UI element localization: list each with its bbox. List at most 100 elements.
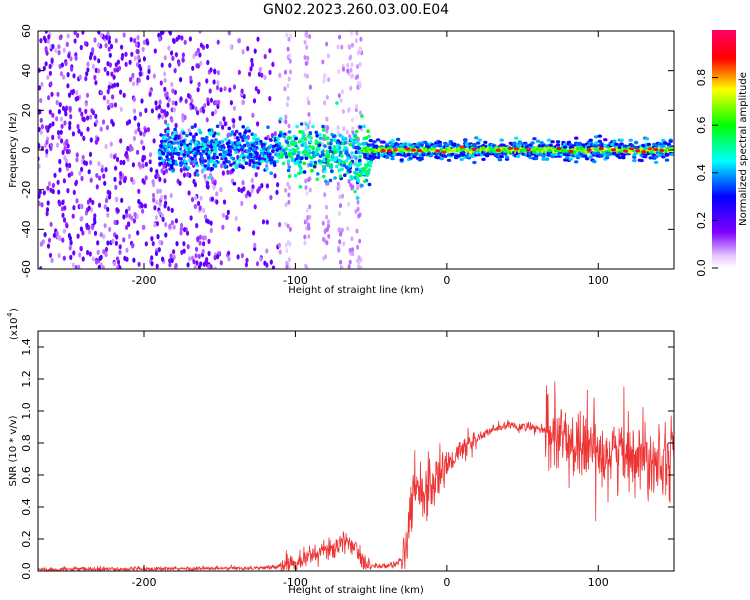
heatmap-cell-556 — [81, 31, 85, 35]
heatmap-cell-956 — [209, 67, 213, 73]
heatmap-cell-2543 — [474, 145, 479, 149]
heatmap-cell-709 — [58, 35, 62, 41]
heatmap-cell-867 — [44, 61, 48, 67]
heatmap-cell-2673 — [514, 136, 519, 140]
heatmap-cell-856 — [216, 103, 220, 110]
heatmap-cell-2453 — [446, 146, 452, 150]
heatmap-cell-1472 — [338, 133, 343, 138]
heatmap-cell-494 — [271, 61, 275, 67]
heatmap-cell-98 — [62, 178, 66, 184]
heatmap-cell-872 — [273, 131, 277, 137]
heatmap-cell-1680 — [179, 163, 183, 168]
heatmap-cell-384 — [125, 120, 130, 126]
heatmap-cell-105 — [42, 190, 46, 196]
heatmap-cell-279 — [193, 122, 197, 129]
heatmap-cell-463 — [257, 186, 261, 192]
heatmap-cell-1524 — [176, 152, 181, 157]
heatmap-cell-2154 — [253, 147, 257, 152]
heatmap-cell-815 — [138, 111, 143, 117]
heatmap-cell-2084 — [228, 149, 233, 154]
heatmap-cell-1224 — [347, 264, 351, 269]
heatmap-cell-765 — [229, 44, 233, 51]
heatmap-cell-2730 — [532, 137, 537, 141]
heatmap-cell-182 — [60, 138, 64, 144]
spectrogram-y-tick-label-6: 60 — [20, 24, 33, 38]
heatmap-cell-640 — [199, 195, 203, 201]
heatmap-cell-716 — [172, 254, 176, 260]
heatmap-cell-888 — [227, 250, 231, 256]
heatmap-cell-164 — [109, 43, 114, 50]
heatmap-cell-1622 — [297, 164, 302, 168]
heatmap-cell-921 — [76, 95, 80, 101]
heatmap-cell-2155 — [227, 160, 231, 164]
heatmap-cell-796 — [167, 97, 171, 103]
heatmap-cell-2153 — [254, 137, 259, 142]
heatmap-cell-2724 — [530, 141, 535, 145]
heatmap-cell-2664 — [512, 141, 517, 145]
heatmap-cell-1113 — [340, 265, 344, 269]
heatmap-cell-1048 — [354, 107, 358, 113]
heatmap-cell-42 — [205, 117, 209, 123]
snr-y-tick-label-0: 0.0 — [20, 562, 33, 580]
heatmap-cell-325 — [60, 206, 64, 212]
heatmap-cell-1145 — [308, 84, 312, 90]
heatmap-cell-370 — [87, 169, 91, 175]
heatmap-cell-1981 — [250, 143, 255, 147]
heatmap-cell-154 — [96, 249, 100, 255]
heatmap-cell-2133 — [314, 149, 319, 154]
heatmap-cell-1511 — [353, 162, 358, 167]
heatmap-cell-957 — [38, 200, 41, 206]
heatmap-cell-2184 — [366, 156, 372, 160]
heatmap-cell-1124 — [321, 220, 325, 226]
snr-y-ticks: 0.0 0.2 0.4 0.6 0.8 1.0 1.2 1.4 — [20, 338, 674, 580]
heatmap-cell-36 — [122, 32, 126, 38]
heatmap-cell-617 — [196, 110, 200, 116]
heatmap-cell-65 — [198, 234, 202, 240]
heatmap-cell-169 — [196, 47, 200, 53]
heatmap-cell-1130 — [289, 69, 292, 75]
heatmap-cell-1270 — [324, 179, 328, 184]
heatmap-cell-953 — [182, 172, 187, 178]
heatmap-cell-118 — [39, 38, 43, 44]
heatmap-cell-760 — [180, 249, 184, 255]
heatmap-cell-67 — [73, 31, 77, 36]
heatmap-cell-1595 — [322, 133, 327, 138]
heatmap-cell-945 — [137, 122, 141, 128]
heatmap-cell-937 — [47, 95, 51, 101]
heatmap-cell-81 — [263, 74, 267, 81]
heatmap-cell-702 — [90, 108, 94, 114]
heatmap-cell-2939 — [594, 135, 599, 139]
heatmap-cell-1985 — [157, 151, 162, 155]
heatmap-cell-514 — [153, 222, 157, 228]
heatmap-cell-839 — [149, 167, 153, 173]
heatmap-cell-995 — [79, 226, 83, 232]
heatmap-cell-2033 — [355, 167, 359, 172]
heatmap-cell-751 — [237, 69, 241, 75]
heatmap-cell-197 — [106, 240, 110, 246]
heatmap-cell-262 — [276, 182, 280, 188]
heatmap-cell-2046 — [229, 163, 233, 167]
heatmap-cell-1769 — [366, 129, 370, 133]
heatmap-cell-3084 — [639, 158, 644, 163]
heatmap-cell-49 — [163, 55, 167, 61]
heatmap-cell-133 — [42, 35, 47, 41]
heatmap-cell-56 — [81, 256, 85, 262]
heatmap-cell-776 — [89, 160, 93, 166]
heatmap-cell-844 — [72, 250, 76, 256]
heatmap-cell-1163 — [338, 34, 342, 40]
heatmap-cell-2101 — [223, 164, 228, 168]
heatmap-cell-207 — [168, 62, 172, 68]
snr-x-tick-label-0: -200 — [132, 576, 157, 589]
heatmap-cell-549 — [137, 126, 141, 132]
heatmap-cell-1620 — [202, 142, 207, 147]
heatmap-cell-902 — [160, 62, 164, 68]
heatmap-cell-2075 — [341, 141, 345, 146]
heatmap-cell-2061 — [328, 178, 333, 183]
heatmap-cell-730 — [203, 214, 208, 220]
heatmap-cell-1794 — [353, 170, 357, 175]
heatmap-cell-950 — [166, 102, 170, 108]
heatmap-cell-936 — [194, 195, 198, 201]
heatmap-cell-101 — [118, 249, 122, 255]
heatmap-cell-258 — [179, 167, 183, 173]
heatmap-cell-386 — [219, 187, 223, 193]
